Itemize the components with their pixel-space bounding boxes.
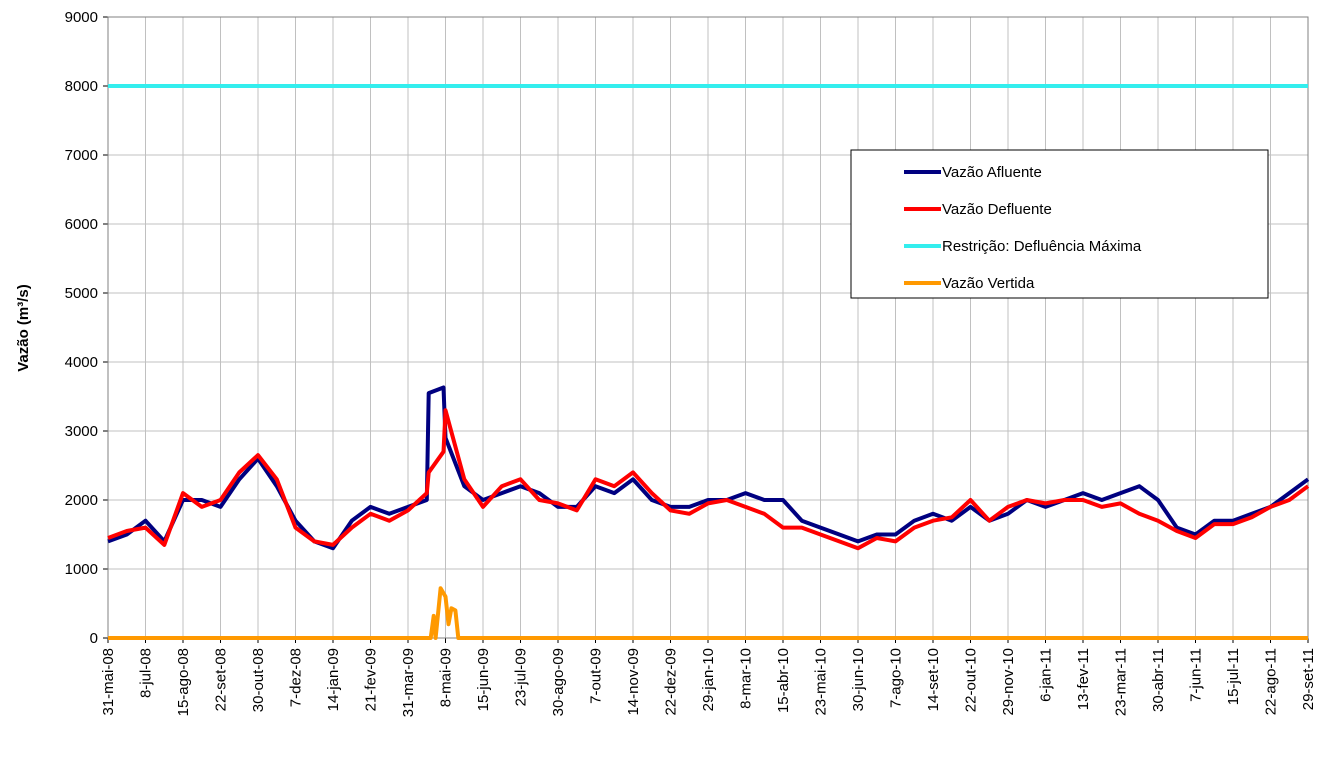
y-tick-label: 2000 bbox=[65, 492, 98, 509]
x-tick-label: 29-set-11 bbox=[1300, 648, 1317, 710]
y-tick-label: 1000 bbox=[65, 561, 98, 578]
x-tick-label: 22-ago-11 bbox=[1263, 648, 1280, 715]
legend-label: Vazão Afluente bbox=[942, 164, 1042, 181]
x-tick-label: 23-mar-11 bbox=[1113, 648, 1130, 716]
x-tick-label: 22-set-08 bbox=[213, 648, 230, 711]
legend-box bbox=[850, 149, 1269, 299]
legend-label: Vazão Vertida bbox=[942, 275, 1035, 292]
x-tick-label: 15-ago-08 bbox=[175, 648, 192, 716]
x-tick-label: 31-mai-08 bbox=[100, 648, 117, 716]
y-tick-label: 9000 bbox=[65, 9, 98, 26]
x-tick-label: 8-mai-09 bbox=[438, 648, 455, 707]
x-tick-label: 30-ago-09 bbox=[550, 648, 567, 716]
x-tick-label: 14-set-10 bbox=[925, 648, 942, 711]
y-tick-label: 5000 bbox=[65, 285, 98, 302]
x-tick-label: 29-jan-10 bbox=[700, 648, 717, 711]
x-tick-label: 7-ago-10 bbox=[888, 648, 905, 708]
x-tick-label: 8-jul-08 bbox=[138, 648, 155, 698]
y-tick-label: 8000 bbox=[65, 78, 98, 95]
y-tick-label: 7000 bbox=[65, 147, 98, 164]
x-tick-label: 30-jun-10 bbox=[850, 648, 867, 711]
x-tick-label: 14-jan-09 bbox=[325, 648, 342, 711]
legend: Vazão Afluente Vazão Defluente Restrição: … bbox=[850, 149, 1269, 299]
x-tick-label: 8-mar-10 bbox=[738, 648, 755, 709]
x-tick-label: 7-out-09 bbox=[588, 648, 605, 704]
x-tick-label: 15-jun-09 bbox=[475, 648, 492, 711]
x-tick-label: 30-abr-11 bbox=[1150, 648, 1167, 712]
x-tick-label: 22-out-10 bbox=[963, 648, 980, 712]
x-tick-label: 30-out-08 bbox=[250, 648, 267, 712]
x-tick-label: 31-mar-09 bbox=[400, 648, 417, 717]
x-tick-label: 15-jul-11 bbox=[1225, 648, 1242, 705]
x-tick-label: 29-nov-10 bbox=[1000, 648, 1017, 716]
x-tick-label: 7-dez-08 bbox=[288, 648, 305, 707]
x-tick-label: 6-jan-11 bbox=[1038, 648, 1055, 702]
legend-label: Vazão Defluente bbox=[942, 201, 1052, 218]
x-tick-label: 23-jul-09 bbox=[513, 648, 530, 706]
y-tick-label: 4000 bbox=[65, 354, 98, 371]
x-tick-label: 23-mai-10 bbox=[813, 648, 830, 716]
legend-label: Restrição: Defluência Máxima bbox=[942, 238, 1142, 255]
x-tick-label: 14-nov-09 bbox=[625, 648, 642, 716]
y-tick-label: 0 bbox=[90, 630, 98, 647]
y-tick-label: 6000 bbox=[65, 216, 98, 233]
x-tick-label: 21-fev-09 bbox=[363, 648, 380, 711]
y-axis-title: Vazão (m³/s) bbox=[15, 284, 32, 372]
x-tick-label: 7-jun-11 bbox=[1188, 648, 1205, 702]
series-line bbox=[107, 408, 1310, 551]
y-tick-label: 3000 bbox=[65, 423, 98, 440]
x-tick-label: 15-abr-10 bbox=[775, 648, 792, 713]
x-tick-label: 22-dez-09 bbox=[663, 648, 680, 716]
x-tick-label: 13-fev-11 bbox=[1075, 648, 1092, 710]
series-line bbox=[108, 586, 1308, 640]
